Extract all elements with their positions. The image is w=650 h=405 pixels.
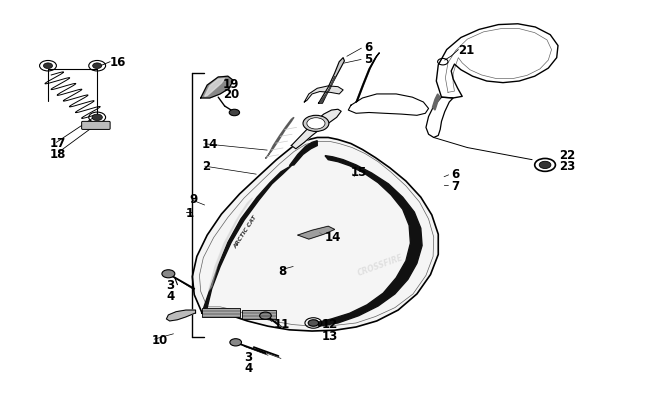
Circle shape [93,64,101,69]
Text: 22: 22 [559,149,575,162]
Circle shape [303,116,329,132]
Polygon shape [325,194,367,241]
Circle shape [259,312,271,320]
Text: 23: 23 [559,160,575,173]
Text: 1: 1 [186,206,194,219]
Polygon shape [203,166,291,309]
Text: 9: 9 [189,193,198,206]
Polygon shape [201,77,233,99]
Polygon shape [289,141,317,166]
Circle shape [92,115,102,121]
Circle shape [308,320,318,326]
Polygon shape [265,118,294,159]
Text: 5: 5 [364,53,372,66]
Circle shape [44,64,53,69]
Text: 3: 3 [244,350,252,362]
Text: 17: 17 [50,136,66,149]
Text: 21: 21 [458,44,474,57]
Text: ARCTIC CAT: ARCTIC CAT [233,214,258,249]
Text: 18: 18 [50,148,66,161]
Polygon shape [318,156,422,326]
Text: 3: 3 [166,279,175,292]
FancyBboxPatch shape [82,122,110,130]
Polygon shape [192,138,438,331]
Polygon shape [304,87,343,103]
Text: 16: 16 [110,56,127,69]
Polygon shape [356,54,380,103]
Text: 13: 13 [322,330,338,343]
Polygon shape [318,58,344,104]
Circle shape [307,118,325,130]
Text: 10: 10 [151,334,168,347]
Polygon shape [436,25,558,99]
Text: 2: 2 [202,160,210,173]
Text: 11: 11 [273,318,289,330]
Bar [202,308,240,317]
Text: 20: 20 [223,88,239,101]
Polygon shape [426,98,453,138]
Text: 12: 12 [322,318,338,330]
Text: 7: 7 [451,180,460,193]
Polygon shape [209,198,252,291]
Polygon shape [298,227,335,239]
Circle shape [229,110,240,116]
Text: 6: 6 [364,41,372,54]
Text: 4: 4 [166,289,175,302]
Text: 19: 19 [223,77,239,90]
Circle shape [230,339,242,346]
Polygon shape [432,95,440,111]
Text: 4: 4 [244,361,252,374]
Polygon shape [205,79,225,97]
Polygon shape [348,95,428,116]
Text: 8: 8 [278,264,287,277]
Circle shape [535,159,555,172]
Circle shape [540,162,551,169]
Polygon shape [291,110,341,149]
Text: 14: 14 [325,230,341,243]
Polygon shape [320,77,335,104]
Circle shape [162,270,175,278]
Text: 6: 6 [451,168,460,181]
Text: CROSSFIRE: CROSSFIRE [356,252,404,277]
Text: 15: 15 [351,166,367,179]
Polygon shape [166,310,196,321]
Text: 14: 14 [202,138,218,151]
Bar [242,310,276,319]
